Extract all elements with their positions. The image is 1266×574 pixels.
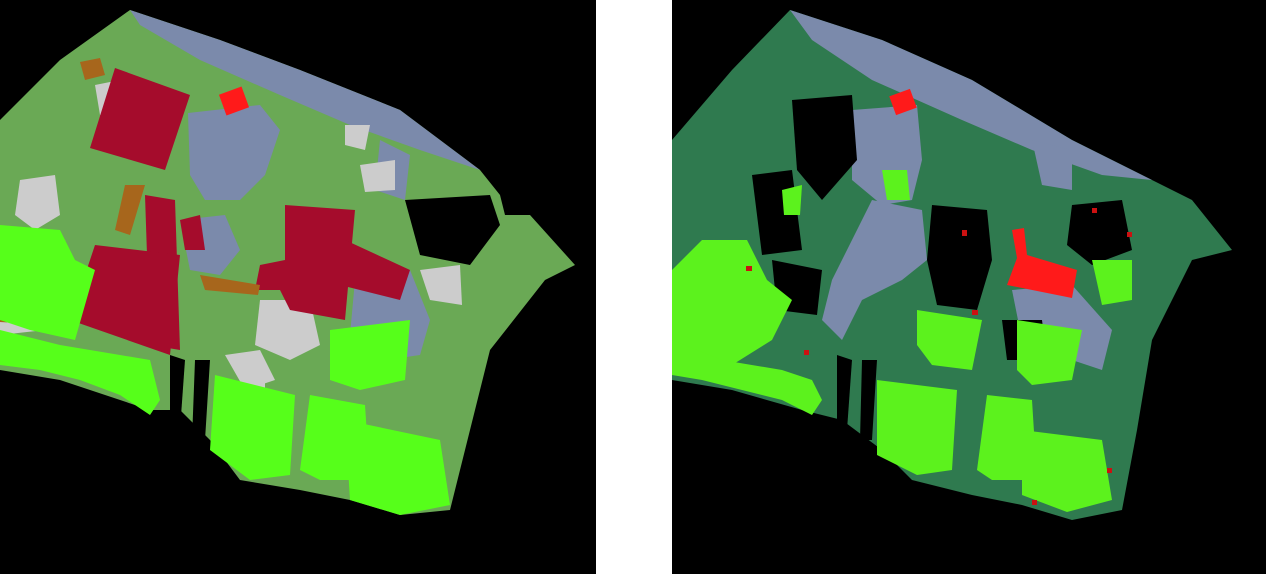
tree-region	[672, 240, 792, 365]
noise-pixel	[746, 266, 752, 271]
soil-region	[80, 58, 105, 80]
noise-pixel	[1127, 232, 1132, 237]
road-region	[130, 10, 480, 170]
tree-region	[0, 330, 160, 415]
background-region	[1067, 200, 1132, 265]
road-region	[1032, 140, 1072, 190]
building-region	[180, 215, 205, 250]
clutter-region	[345, 125, 370, 150]
noise-pixel	[1092, 208, 1097, 213]
tree-region	[345, 420, 450, 515]
building-region	[70, 245, 180, 355]
noise-pixel	[1032, 500, 1037, 505]
tree-region	[210, 375, 295, 480]
background-region	[837, 355, 852, 430]
tree-region	[1092, 260, 1132, 305]
building-region	[90, 68, 190, 170]
clutter-region	[255, 300, 320, 360]
tree-region	[330, 320, 410, 390]
clutter-region	[420, 265, 462, 305]
clutter-region	[360, 160, 395, 192]
building-region	[255, 205, 355, 320]
segmentation-canvas-left	[0, 0, 596, 574]
car-region	[1007, 228, 1077, 298]
tree-region	[877, 380, 957, 475]
segmentation-map-right	[672, 0, 1266, 574]
road-region	[188, 105, 280, 200]
noise-pixel	[1107, 468, 1112, 473]
tree-region	[782, 185, 802, 215]
background-region	[792, 95, 857, 200]
road-region	[790, 10, 1152, 180]
noise-pixel	[962, 230, 967, 236]
tree-region	[0, 225, 95, 340]
noise-pixel	[804, 350, 809, 355]
background-region	[170, 355, 185, 430]
tree-region	[917, 310, 982, 370]
segmentation-canvas-right	[672, 0, 1266, 574]
car-region	[218, 86, 250, 116]
background-region	[405, 195, 500, 265]
segmentation-map-left	[0, 0, 596, 574]
tree-region	[882, 170, 910, 200]
background-region	[860, 360, 877, 440]
road-region	[822, 200, 927, 340]
building-region	[340, 240, 410, 300]
tree-region	[1022, 430, 1112, 512]
clutter-region	[15, 175, 60, 230]
tree-region	[1017, 320, 1082, 385]
noise-pixel	[972, 310, 978, 315]
soil-region	[115, 185, 145, 235]
background-region	[192, 360, 210, 440]
car-region	[889, 88, 917, 116]
background-region	[927, 205, 992, 310]
tree-region	[672, 340, 822, 415]
soil-region	[200, 275, 260, 295]
